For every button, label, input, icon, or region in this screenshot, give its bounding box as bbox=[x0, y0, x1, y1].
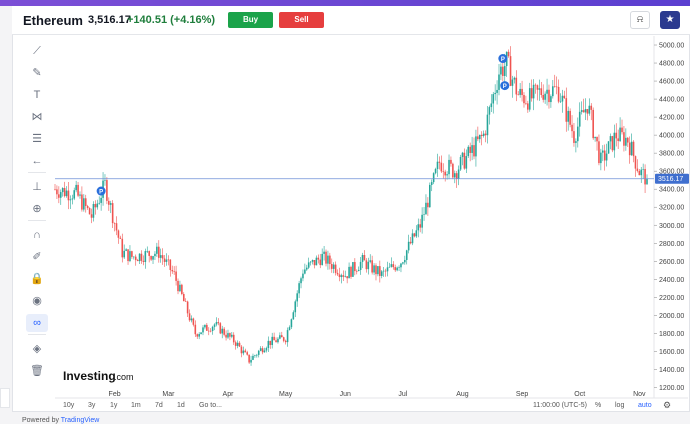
tradingview-link[interactable]: TradingView bbox=[60, 417, 100, 424]
range-1y[interactable]: 1y bbox=[110, 402, 118, 409]
toolbar-separator bbox=[28, 220, 46, 221]
top-accent-strip bbox=[0, 0, 690, 6]
bottom-range-bar: 10y 3y 1y 1m 7d 1d Go to... 11:00:00 (UTC-5)% lo… bbox=[55, 400, 671, 412]
link-icon[interactable]: ∞ bbox=[26, 314, 48, 332]
sell-button[interactable]: Sell bbox=[279, 12, 324, 28]
instrument-title: Ethereum bbox=[23, 13, 83, 28]
auto-scale-button[interactable]: auto bbox=[638, 402, 652, 409]
chart-widget-frame bbox=[12, 6, 690, 412]
eye-icon[interactable]: ◉ bbox=[32, 295, 42, 307]
crosshair-lines-icon[interactable]: ⟋ bbox=[33, 45, 41, 57]
timezone-label: 11:00:00 (UTC-5) bbox=[533, 402, 587, 409]
trash-icon[interactable]: 🗑 bbox=[30, 365, 44, 377]
range-1m[interactable]: 1m bbox=[131, 402, 141, 409]
star-icon[interactable]: ★ bbox=[660, 11, 680, 29]
toolbar-separator bbox=[28, 334, 46, 335]
range-1d[interactable]: 1d bbox=[177, 402, 185, 409]
range-10y[interactable]: 10y bbox=[63, 402, 75, 409]
bell-alert-icon[interactable]: ⍾ bbox=[630, 11, 650, 29]
text-icon[interactable]: T bbox=[33, 89, 41, 101]
price-change: +140.51 (+4.16%) bbox=[127, 14, 216, 26]
magnet-icon[interactable]: ∩ bbox=[33, 229, 41, 241]
side-panel-tab[interactable] bbox=[0, 388, 10, 408]
percent-scale-button[interactable]: % bbox=[595, 402, 602, 409]
layers-icon[interactable]: ◈ bbox=[32, 343, 42, 355]
stay-drawing-icon[interactable]: ✐ bbox=[32, 251, 42, 263]
powered-by-prefix: Powered by bbox=[22, 417, 59, 424]
log-scale-button[interactable]: log bbox=[615, 402, 625, 409]
toolbar-separator bbox=[28, 172, 46, 173]
fib-levels-icon[interactable]: ☰ bbox=[32, 133, 42, 145]
ruler-icon[interactable]: ⊥ bbox=[32, 181, 42, 193]
buy-button[interactable]: Buy bbox=[228, 12, 273, 28]
chart-header: Ethereum 3,516.17 +140.51 (+4.16%) Buy S… bbox=[12, 6, 690, 35]
brush-icon[interactable]: ✎ bbox=[32, 67, 42, 79]
range-7d[interactable]: 7d bbox=[155, 402, 163, 409]
lock-icon[interactable]: 🔒 bbox=[30, 273, 44, 285]
powered-by: Powered by TradingView bbox=[22, 417, 99, 424]
zoom-in-icon[interactable]: ⊕ bbox=[32, 203, 42, 215]
drawing-toolbar: ⟋ ✎ T ⋈ ☰ ← ⊥ ⊕ ∩ ✐ 🔒 ◉ ∞ ◈ 🗑 bbox=[24, 38, 50, 378]
last-price: 3,516.17 bbox=[88, 14, 131, 26]
range-goto[interactable]: Go to... bbox=[199, 402, 222, 409]
pattern-icon[interactable]: ⋈ bbox=[31, 111, 43, 123]
back-arrow-icon[interactable]: ← bbox=[31, 155, 43, 167]
gear-icon[interactable]: ⚙ bbox=[663, 400, 672, 410]
range-3y[interactable]: 3y bbox=[88, 402, 96, 409]
